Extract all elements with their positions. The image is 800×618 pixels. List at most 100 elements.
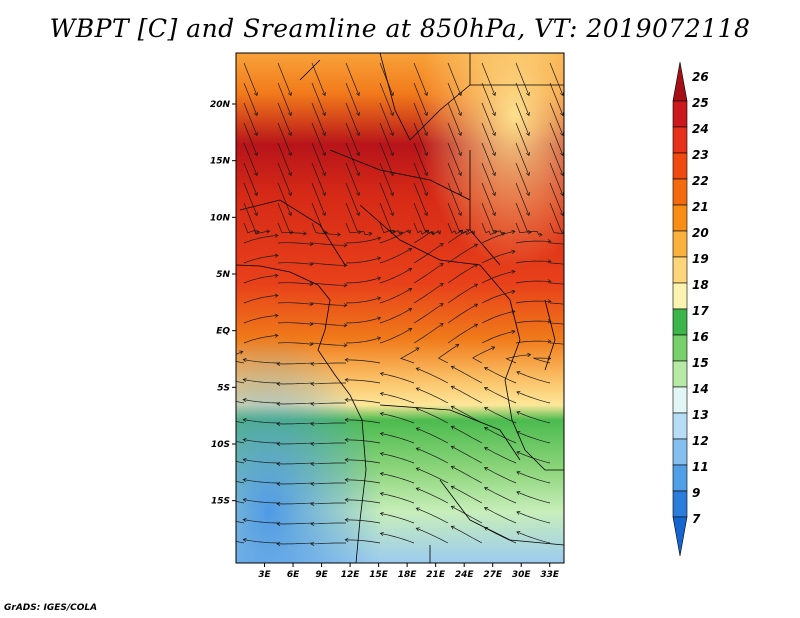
streamline-arrow	[242, 437, 247, 443]
streamline	[451, 425, 483, 444]
streamline	[413, 142, 428, 176]
streamline-arrow	[343, 283, 348, 288]
streamline	[515, 340, 551, 344]
streamline	[236, 460, 245, 464]
streamline	[515, 222, 543, 236]
streamline	[379, 287, 412, 304]
streamline	[277, 442, 313, 445]
streamline-arrow	[253, 191, 258, 197]
streamline-arrow	[484, 507, 489, 511]
streamline	[277, 362, 313, 365]
streamline	[447, 162, 462, 196]
streamline-arrow	[516, 411, 521, 415]
colorbar-swatch	[672, 152, 688, 180]
streamline-arrow	[379, 411, 384, 416]
streamline	[243, 399, 279, 404]
streamline-arrow	[511, 269, 516, 274]
streamline	[243, 295, 279, 304]
streamline-arrow	[525, 171, 530, 177]
streamline-arrow	[408, 307, 413, 312]
streamline-arrow	[547, 319, 552, 324]
streamline-arrow	[344, 537, 349, 542]
x-tick-label: 24E	[455, 570, 475, 580]
streamline-arrow	[423, 151, 428, 157]
streamline	[380, 413, 415, 424]
streamline-arrow	[516, 511, 521, 515]
streamline	[413, 102, 428, 136]
streamline	[345, 519, 381, 524]
streamline	[243, 255, 279, 264]
streamline-arrow	[274, 333, 279, 338]
streamline	[447, 82, 462, 116]
streamline	[481, 142, 496, 176]
streamline	[310, 462, 346, 465]
streamline	[379, 247, 412, 264]
streamline	[379, 182, 394, 216]
streamline	[447, 243, 478, 264]
streamline-arrow	[242, 357, 247, 363]
streamline-arrow	[253, 111, 258, 117]
streamline	[549, 262, 564, 265]
streamline-arrow	[355, 131, 360, 137]
streamline-arrow	[491, 346, 496, 351]
streamline	[277, 62, 292, 96]
streamline	[345, 237, 381, 244]
streamline	[277, 342, 313, 345]
streamline-arrow	[379, 451, 384, 456]
streamline-arrow	[439, 303, 444, 307]
streamline-arrow	[547, 339, 552, 344]
streamline	[277, 542, 313, 545]
streamline-arrow	[559, 191, 564, 197]
streamline-arrow	[516, 391, 521, 395]
map-frame	[235, 52, 565, 564]
latitude-axis: 20N 15N 10N 5N EQ 5S 10S 15S	[210, 100, 236, 507]
streamline	[515, 280, 551, 284]
streamline	[345, 102, 360, 136]
streamline	[243, 379, 279, 384]
streamline-arrow	[344, 437, 349, 442]
streamline-arrow	[484, 427, 489, 431]
x-tick-label: 30E	[512, 570, 532, 580]
streamline	[243, 519, 279, 524]
streamline-arrow	[465, 229, 470, 233]
streamline	[481, 102, 496, 136]
streamline-arrow	[210, 493, 214, 496]
streamline	[516, 371, 551, 384]
y-tick-label: 15N	[210, 157, 231, 167]
streamline	[516, 511, 551, 524]
streamline	[472, 346, 495, 364]
streamline-arrow	[450, 425, 455, 430]
streamline-arrow	[527, 352, 532, 357]
streamline	[516, 471, 551, 484]
streamline	[345, 479, 381, 484]
x-tick-label: 33E	[540, 570, 560, 580]
streamline-arrow	[377, 316, 382, 321]
streamline-arrow	[321, 111, 326, 117]
streamline-arrow	[450, 525, 455, 530]
streamline	[447, 230, 475, 244]
x-tick-label: 15E	[369, 570, 389, 580]
streamline-arrow	[439, 243, 444, 247]
streamline	[310, 502, 346, 505]
streamline	[243, 275, 279, 284]
streamline	[379, 82, 394, 116]
streamline-arrow	[491, 211, 496, 217]
wbpt-field	[210, 53, 564, 563]
colorbar-label: 18	[692, 278, 709, 292]
streamline-arrow	[389, 171, 394, 177]
streamline-arrow	[484, 367, 489, 371]
streamline	[413, 323, 444, 344]
streamline-arrow	[343, 323, 348, 328]
streamline-arrow	[457, 211, 462, 217]
streamline	[549, 122, 564, 156]
streamline	[516, 491, 551, 504]
colorbar-label: 12	[692, 434, 709, 448]
streamline-arrow	[274, 253, 279, 258]
streamline-arrow	[379, 471, 384, 476]
colorbar-swatch	[672, 256, 688, 284]
streamline	[549, 302, 564, 305]
streamline-arrow	[276, 381, 281, 387]
streamline-arrow	[344, 357, 349, 362]
streamline-arrow	[321, 151, 326, 157]
streamline-arrow	[559, 91, 564, 97]
